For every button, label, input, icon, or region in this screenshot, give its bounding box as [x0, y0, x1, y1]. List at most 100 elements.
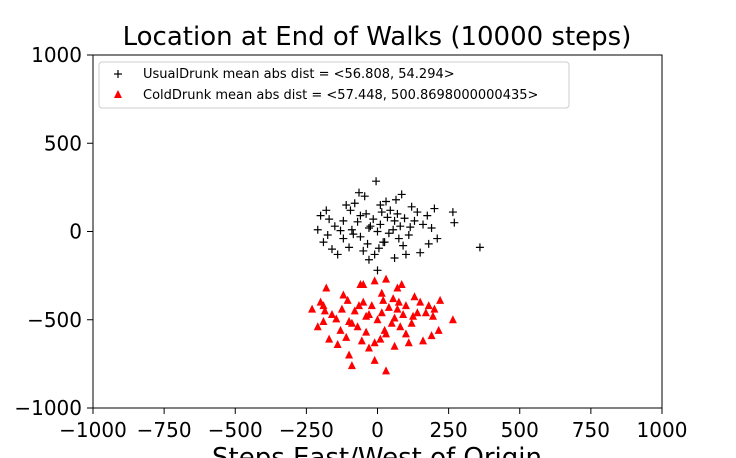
colddrunk-point [407, 318, 416, 327]
colddrunk-point [327, 309, 336, 318]
colddrunk-point [419, 336, 428, 345]
x-tick-label: 250 [430, 418, 468, 442]
usualdrunk-point [350, 199, 359, 208]
colddrunk-point [370, 276, 379, 285]
usualdrunk-point [360, 192, 369, 201]
usualdrunk-point [362, 209, 371, 218]
colddrunk-point [325, 334, 334, 343]
usualdrunk-point [416, 248, 425, 257]
x-tick-label: 750 [572, 418, 610, 442]
usualdrunk-point [339, 216, 348, 225]
usualdrunk-point [342, 201, 351, 210]
colddrunk-point [316, 297, 325, 306]
usualdrunk-point [384, 229, 393, 238]
y-tick-label: 1000 [31, 43, 82, 67]
plot-area: −1000 −750 −500 −250 0 250 500 750 1000 −1000 −50… [14, 43, 687, 442]
colddrunk-point [404, 338, 413, 347]
usualdrunk-point [475, 243, 484, 252]
usualdrunk-point [363, 239, 372, 248]
usualdrunk-point [397, 190, 406, 199]
usualdrunk-point [400, 214, 409, 223]
colddrunk-point [384, 302, 393, 311]
colddrunk-point [390, 341, 399, 350]
colddrunk-point [421, 308, 430, 317]
usualdrunk-point [430, 204, 439, 213]
usualdrunk-point [364, 223, 373, 232]
colddrunk-point [350, 306, 359, 315]
usualdrunk-point [376, 201, 385, 210]
colddrunk-point [399, 309, 408, 318]
usualdrunk-point [406, 223, 415, 232]
usualdrunk-point [313, 225, 322, 234]
usualdrunk-point [356, 211, 365, 220]
colddrunk-point [337, 304, 346, 313]
usualdrunk-point [356, 232, 365, 241]
usualdrunk-point [325, 215, 334, 224]
usualdrunk-point [322, 206, 331, 215]
colddrunk-point [322, 283, 331, 292]
colddrunk-point [393, 304, 402, 313]
colddrunk-point [416, 297, 425, 306]
x-tick-label: −500 [208, 418, 263, 442]
colddrunk-point [428, 311, 437, 320]
colddrunk-point [373, 315, 382, 324]
colddrunk-point [343, 295, 352, 304]
colddrunk-point [427, 331, 436, 340]
x-tick-label: 500 [501, 418, 539, 442]
colddrunk-point [410, 292, 419, 301]
colddrunk-point [347, 361, 356, 370]
x-axis-label: Steps East/West of Origin [212, 443, 542, 458]
colddrunk-point [448, 315, 457, 324]
usualdrunk-point [327, 245, 336, 254]
usualdrunk-point [373, 266, 382, 275]
usualdrunk-point [349, 230, 358, 239]
usualdrunk-point [333, 250, 342, 259]
colddrunk-point [370, 338, 379, 347]
colddrunk-point [345, 350, 354, 359]
colddrunk-point [377, 308, 386, 317]
chart-title: Location at End of Walks (10000 steps) [123, 22, 632, 52]
series-layer [308, 177, 484, 375]
usualdrunk-point [373, 227, 382, 236]
usualdrunk-point [355, 188, 364, 197]
usualdrunk-point [396, 222, 405, 231]
colddrunk-point [394, 297, 403, 306]
usualdrunk-point [376, 220, 385, 229]
usualdrunk-point [364, 255, 373, 264]
legend-marker-usualdrunk [114, 70, 122, 78]
usualdrunk-point [382, 197, 391, 206]
x-tick-label: −250 [279, 418, 334, 442]
usualdrunk-point [401, 250, 410, 259]
usualdrunk-point [410, 216, 419, 225]
colddrunk-point [347, 318, 356, 327]
colddrunk-point [413, 308, 422, 317]
usualdrunk-point [336, 226, 345, 235]
usualdrunk-point [448, 208, 457, 217]
legend-marker-colddrunk [114, 90, 122, 98]
colddrunk-point [357, 336, 366, 345]
colddrunk-point [396, 322, 405, 331]
series-usualdrunk [313, 177, 484, 275]
colddrunk-point [359, 297, 368, 306]
colddrunk-point [333, 339, 342, 348]
usualdrunk-point [394, 234, 403, 243]
colddrunk-point [434, 325, 443, 334]
y-axis: −1000 −500 0 500 1000 [14, 43, 93, 420]
y-tick-label: 0 [69, 220, 82, 244]
usualdrunk-point [450, 218, 459, 227]
usualdrunk-point [347, 225, 356, 234]
colddrunk-point [367, 301, 376, 310]
usualdrunk-point [413, 208, 422, 217]
colddrunk-point [342, 332, 351, 341]
usualdrunk-point [383, 213, 392, 222]
usualdrunk-point [424, 239, 433, 248]
x-tick-label: −750 [137, 418, 192, 442]
x-tick-label: 0 [371, 418, 384, 442]
usualdrunk-point [323, 231, 332, 240]
colddrunk-point [389, 294, 398, 303]
y-tick-label: −1000 [14, 396, 82, 420]
colddrunk-point [397, 279, 406, 288]
colddrunk-point [313, 322, 322, 331]
colddrunk-point [359, 279, 368, 288]
